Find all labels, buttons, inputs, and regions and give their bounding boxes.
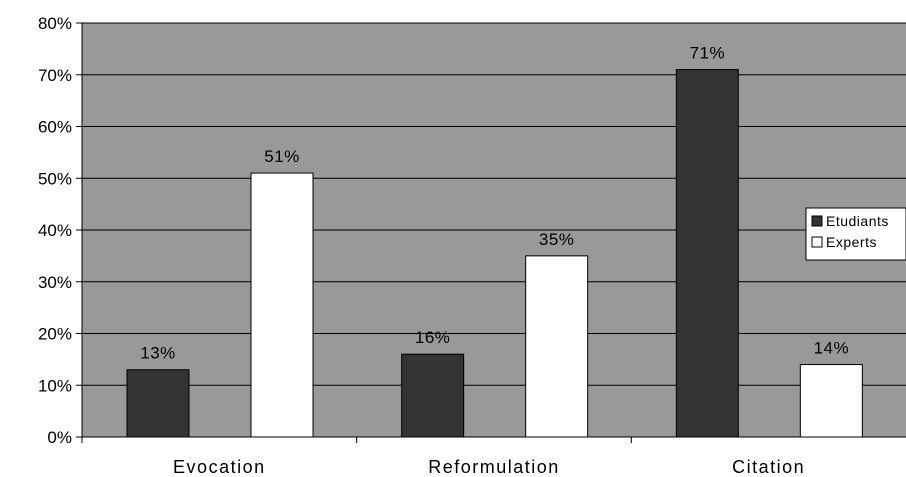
data-label: 13% [140,344,176,363]
y-axis-ticks: 0% 10% 20% 30% 40% 50% 60% 70% 80% [38,14,82,447]
bar-experts-reformulation [525,255,589,438]
data-label: 16% [415,328,451,347]
y-tick-label: 20% [38,325,72,344]
legend: Etudiants Experts [805,207,906,261]
bar-etudiants-reformulation [401,353,465,438]
legend-label-etudiants: Etudiants [826,213,889,229]
data-label: 71% [690,44,726,63]
y-tick-label: 60% [38,118,72,137]
x-axis-categories: Evocation Reformulation Citation [81,437,805,477]
x-category-label: Citation [732,457,805,477]
gridlines [82,22,906,386]
bars [126,69,863,438]
y-tick-label: 70% [38,66,72,85]
x-category-label: Reformulation [428,457,560,477]
legend-swatch-experts [811,236,823,248]
y-tick-label: 80% [38,14,72,33]
bar-experts-citation [799,364,863,438]
data-label: 51% [264,147,300,166]
x-category-label: Evocation [173,457,266,477]
legend-label-experts: Experts [826,234,877,250]
y-tick-label: 50% [38,169,72,188]
bar-experts-evocation [250,172,314,438]
data-label: 14% [814,339,850,358]
y-tick-label: 10% [38,376,72,395]
y-tick-label: 30% [38,273,72,292]
legend-swatch-etudiants [811,215,823,227]
legend-box [805,207,906,261]
bar-etudiants-citation [675,69,739,438]
data-label: 35% [539,230,575,249]
y-tick-label: 0% [47,428,72,447]
data-labels: 13% 51% 16% 35% 71% 14% [140,44,850,363]
y-tick-label: 40% [38,221,72,240]
bar-etudiants-evocation [126,369,190,438]
